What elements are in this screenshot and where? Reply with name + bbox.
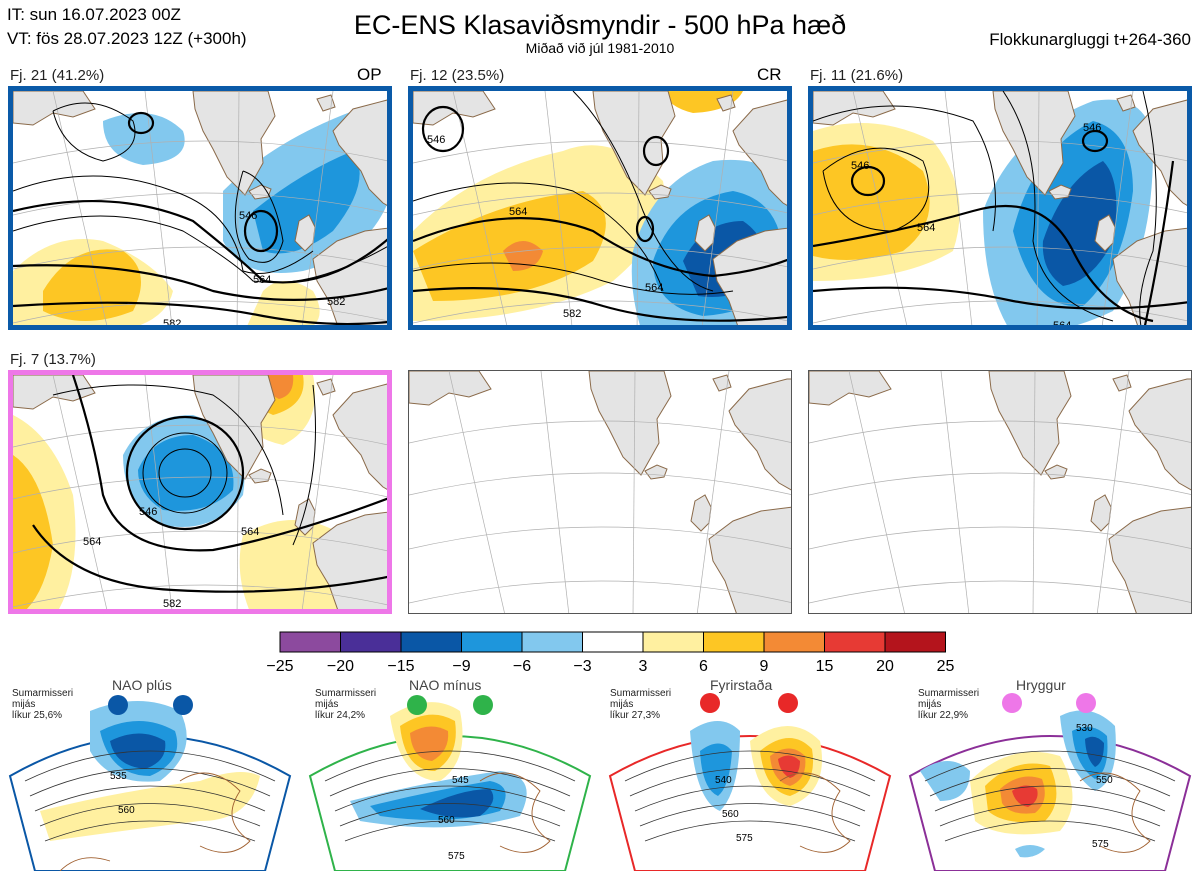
cluster-3-contour-546b: 546 xyxy=(1083,122,1101,134)
cluster-3-contour-564b: 564 xyxy=(1053,320,1071,330)
cluster-1-label: Fj. 21 (41.2%) xyxy=(10,67,105,84)
regime-2-contour-560: 560 xyxy=(438,815,455,826)
cluster-4-label: Fj. 7 (13.7%) xyxy=(10,351,96,368)
regime-4-name: Hryggur xyxy=(1016,677,1066,693)
colorbar-tick-label: −20 xyxy=(327,658,354,675)
regime-1-dot-right xyxy=(173,695,193,715)
colorbar: −25 −20 −15 −9 −6 −3 3 6 9 15 20 25 xyxy=(266,631,955,675)
cluster-2-map[interactable]: 546 564 564 582 xyxy=(408,86,792,330)
colorbar-tick-label: 25 xyxy=(937,658,955,675)
cluster-1-map[interactable]: 546 564 582 582 xyxy=(8,86,392,330)
cluster-2-contour-564b: 564 xyxy=(645,282,663,294)
colorbar-swatch xyxy=(884,631,946,653)
regime-4-contour-530: 530 xyxy=(1076,723,1093,734)
regime-4-contour-550: 550 xyxy=(1096,775,1113,786)
regime-1-season: Sumarmisseri mijás líkur 25,6% xyxy=(12,688,74,721)
colorbar-swatch xyxy=(582,631,644,653)
cluster-2-tag: CR xyxy=(757,65,782,84)
cluster-1-contour-546: 546 xyxy=(239,210,257,222)
regime-4-season: Sumarmisseri mijás líkur 22,9% xyxy=(918,688,980,721)
regime-3-contour-560: 560 xyxy=(722,809,739,820)
colorbar-swatch xyxy=(763,631,825,653)
cluster-3-map[interactable]: 546 546 564 564 xyxy=(808,86,1192,330)
colorbar-tick-label: 20 xyxy=(876,658,894,675)
initial-time: IT: sun 16.07.2023 00Z xyxy=(7,5,181,24)
regime-3-dot-right xyxy=(778,693,798,713)
cluster-1-contour-582a: 582 xyxy=(327,296,345,308)
empty-map-2 xyxy=(808,370,1192,614)
colorbar-swatch xyxy=(279,631,341,653)
regime-4-dot-right xyxy=(1076,693,1096,713)
colorbar-swatch xyxy=(824,631,886,653)
regime-3-contour-540: 540 xyxy=(715,775,732,786)
colorbar-tick-label: 9 xyxy=(760,658,769,675)
cluster-4-contour-582: 582 xyxy=(163,598,181,610)
cluster-3-label: Fj. 11 (21.6%) xyxy=(810,67,904,84)
empty-map-1 xyxy=(408,370,792,614)
cluster-4-map[interactable]: 546 564 564 582 xyxy=(8,370,392,614)
regime-1-dot-left xyxy=(108,695,128,715)
colorbar-tick-label: −6 xyxy=(513,658,531,675)
regime-2-dot-right xyxy=(473,695,493,715)
regime-ridge[interactable]: 530 550 575 Sumarmisseri mijás líkur 22,… xyxy=(900,671,1200,871)
cluster-4-contour-546: 546 xyxy=(139,506,157,518)
cluster-1-tag: OP xyxy=(357,65,382,84)
page-title: EC-ENS Klasaviðsmyndir - 500 hPa hæð xyxy=(353,10,847,40)
regime-nao-minus[interactable]: 545 560 575 Sumarmisseri mijás líkur 24,… xyxy=(300,671,600,871)
regime-3-dot-left xyxy=(700,693,720,713)
colorbar-swatch xyxy=(642,631,704,653)
colorbar-tick-label: −15 xyxy=(387,658,414,675)
cluster-2-contour-546: 546 xyxy=(427,134,445,146)
regime-2-season: Sumarmisseri mijás líkur 24,2% xyxy=(315,688,377,721)
cluster-4-contour-564b: 564 xyxy=(83,536,101,548)
colorbar-swatch xyxy=(461,631,523,653)
regime-2-name: NAO mínus xyxy=(409,677,482,693)
valid-time: VT: fös 28.07.2023 12Z (+300h) xyxy=(7,29,247,48)
cluster-2-label: Fj. 12 (23.5%) xyxy=(410,67,505,84)
cluster-3-contour-564a: 564 xyxy=(917,222,935,234)
regime-3-season: Sumarmisseri mijás líkur 27,3% xyxy=(610,688,672,721)
colorbar-swatch xyxy=(340,631,402,653)
cluster-4-contour-564a: 564 xyxy=(241,526,259,538)
cluster-3-contour-546a: 546 xyxy=(851,160,869,172)
climatology-subtitle: Miðað við júl 1981-2010 xyxy=(525,40,675,56)
colorbar-tick-label: −3 xyxy=(573,658,591,675)
colorbar-swatch xyxy=(703,631,765,653)
regime-blocking[interactable]: 540 560 575 Sumarmisseri mijás líkur 27,… xyxy=(600,671,900,871)
regime-nao-plus[interactable]: 535 560 Sumarmisseri mijás líkur 25,6% N… xyxy=(0,671,300,871)
regime-2-contour-575: 575 xyxy=(448,851,465,862)
colorbar-tick-label: 3 xyxy=(639,658,648,675)
regime-2-dot-left xyxy=(407,695,427,715)
regime-3-name: Fyrirstaða xyxy=(710,677,773,693)
regime-4-contour-575: 575 xyxy=(1092,839,1109,850)
regime-1-name: NAO plús xyxy=(112,677,172,693)
colorbar-swatch xyxy=(521,631,583,653)
colorbar-tick-label: −9 xyxy=(452,658,470,675)
regime-1-contour-535: 535 xyxy=(110,771,127,782)
cluster-1-contour-564: 564 xyxy=(253,274,271,286)
cluster-1-contour-582b: 582 xyxy=(163,318,181,330)
colorbar-swatch xyxy=(400,631,462,653)
clustering-window: Flokkunargluggi t+264-360 xyxy=(989,30,1191,49)
colorbar-tick-label: 6 xyxy=(699,658,708,675)
regime-4-dot-left xyxy=(1002,693,1022,713)
regime-1-contour-560: 560 xyxy=(118,805,135,816)
colorbar-tick-label: 15 xyxy=(816,658,834,675)
cluster-2-contour-582: 582 xyxy=(563,308,581,320)
regime-2-contour-545: 545 xyxy=(452,775,469,786)
cluster-2-contour-564a: 564 xyxy=(509,206,527,218)
regime-3-contour-575: 575 xyxy=(736,833,753,844)
colorbar-tick-label: −25 xyxy=(266,658,293,675)
